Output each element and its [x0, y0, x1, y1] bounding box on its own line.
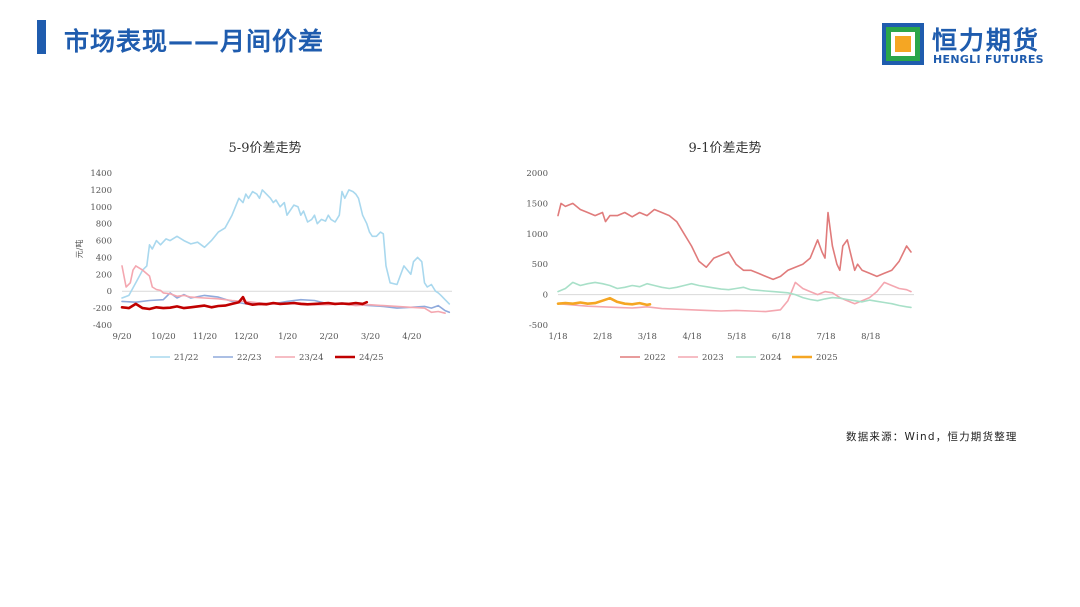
logo-mark-icon — [882, 23, 924, 65]
x-tick-label: 10/20 — [151, 332, 176, 342]
legend-label: 2022 — [644, 353, 666, 363]
x-tick-label: 6/18 — [772, 332, 791, 342]
x-tick-label: 2/20 — [319, 332, 338, 342]
x-tick-label: 1/20 — [278, 332, 297, 342]
series-line-23-24 — [121, 265, 446, 314]
series-line-24-25 — [120, 295, 369, 311]
y-tick-label: 600 — [96, 237, 112, 247]
series-line-21-22 — [121, 189, 451, 305]
series-line-2024 — [557, 281, 912, 309]
y-tick-label: 1400 — [90, 169, 112, 179]
x-tick-label: 3/18 — [638, 332, 657, 342]
chart-5-9-spread: 5-9价差走势元/吨 1400 1200 1000 800 600 400 200 0 -200 -… — [60, 130, 470, 379]
y-tick-label: 1500 — [526, 199, 548, 209]
page-title: 市场表现——月间价差 — [64, 27, 325, 56]
legend-label: 22/23 — [237, 353, 262, 363]
y-tick-label: 1000 — [90, 203, 112, 213]
series-line-2022 — [557, 202, 912, 281]
x-tick-label: 7/18 — [816, 332, 835, 342]
y-tick-label: -500 — [529, 321, 548, 331]
x-tick-label: 4/18 — [682, 332, 701, 342]
y-tick-label: 500 — [532, 260, 548, 270]
legend-label: 24/25 — [359, 353, 384, 363]
y-tick-label: 1000 — [526, 230, 548, 240]
x-tick-label: 2/18 — [593, 332, 612, 342]
chart-9-1-spread: 9-1价差走势 2000 1500 1000 500 0 -500 1/18 2/18 3/18 4… — [500, 130, 940, 379]
legend-label: 2025 — [816, 353, 838, 363]
data-source-note: 数据来源：Wind，恒力期货整理 — [846, 431, 1018, 443]
chart-title: 5-9价差走势 — [229, 140, 302, 156]
y-tick-label: 2000 — [526, 169, 548, 179]
y-tick-label: -400 — [93, 321, 112, 331]
x-tick-label: 3/20 — [361, 332, 380, 342]
legend-label: 2023 — [702, 353, 724, 363]
y-tick-label: 0 — [107, 287, 112, 297]
y-tick-label: 1200 — [90, 186, 112, 196]
x-tick-label: 4/20 — [402, 332, 421, 342]
x-tick-label: 9/20 — [112, 332, 131, 342]
x-tick-label: 11/20 — [193, 332, 218, 342]
legend-label: 2024 — [760, 353, 782, 363]
company-logo: 恒力期货 HENGLI FUTURES — [882, 23, 1052, 67]
title-accent-bar — [37, 20, 46, 54]
chart-title: 9-1价差走势 — [689, 140, 762, 156]
y-tick-label: 400 — [96, 253, 112, 263]
x-tick-label: 1/18 — [548, 332, 567, 342]
legend-label: 23/24 — [299, 353, 324, 363]
y-tick-label: 800 — [96, 220, 112, 230]
logo-text-en: HENGLI FUTURES — [933, 53, 1044, 66]
x-tick-label: 12/20 — [234, 332, 259, 342]
x-tick-label: 8/18 — [861, 332, 880, 342]
logo-text-cn: 恒力期货 — [932, 26, 1041, 55]
y-axis-label: 元/吨 — [74, 240, 84, 259]
y-tick-label: -200 — [93, 304, 112, 314]
x-tick-label: 5/18 — [727, 332, 746, 342]
series-line-2023 — [557, 281, 912, 313]
series-line-2025 — [556, 296, 652, 307]
legend-label: 21/22 — [174, 353, 199, 363]
y-tick-label: 0 — [543, 291, 548, 301]
y-tick-label: 200 — [96, 270, 112, 280]
